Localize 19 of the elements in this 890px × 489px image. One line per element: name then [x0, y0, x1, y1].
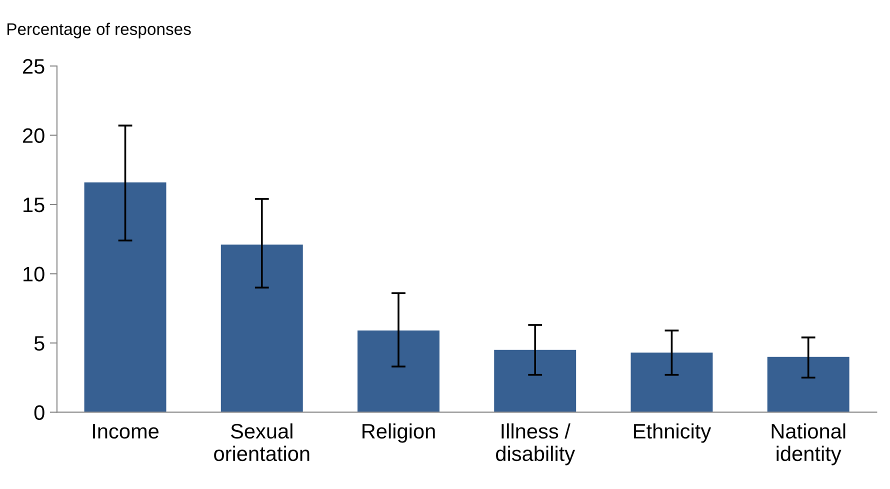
- y-tick-label: 15: [24, 198, 44, 212]
- y-tick-label: 20: [23, 128, 44, 144]
- bar: [220, 244, 303, 412]
- y-tick-label: 0: [34, 405, 44, 420]
- y-tick-label: 5: [34, 336, 44, 351]
- x-tick-label: Illness / disability: [496, 423, 576, 466]
- x-tick-label: Income: [93, 424, 159, 439]
- bar: [84, 182, 166, 412]
- y-tick-label: 25: [23, 59, 44, 74]
- x-tick-label: National identity: [772, 423, 846, 466]
- x-tick-label: Sexual orientation: [214, 423, 310, 462]
- bar: [358, 330, 440, 412]
- bar: [494, 350, 576, 412]
- y-axis-title: Percentage of responses: [8, 22, 191, 38]
- x-tick-label: Ethnicity: [634, 423, 712, 443]
- bar: [630, 352, 713, 412]
- y-tick-label: 10: [24, 266, 44, 282]
- bar: [767, 356, 850, 412]
- x-tick-label: Religion: [362, 423, 435, 443]
